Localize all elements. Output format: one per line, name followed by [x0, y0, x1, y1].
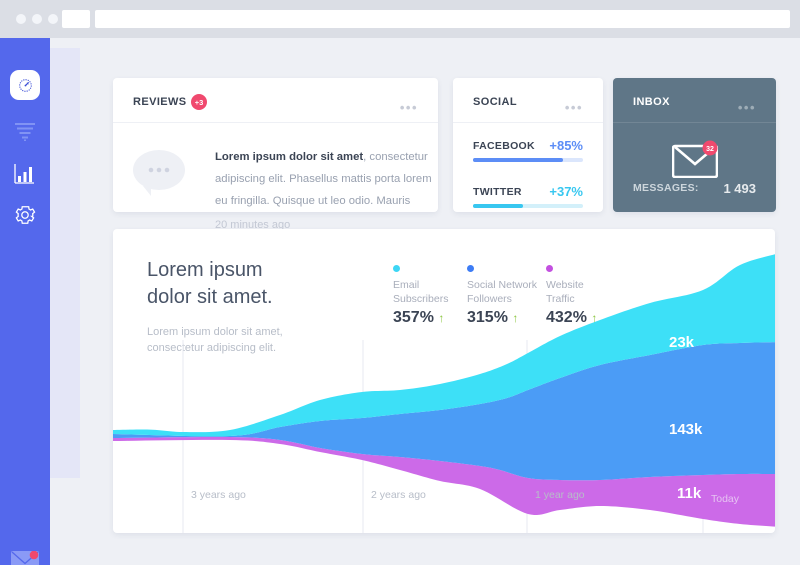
svg-text:143k: 143k: [669, 421, 703, 438]
svg-text:3 years ago: 3 years ago: [191, 489, 246, 501]
svg-text:1 year ago: 1 year ago: [535, 489, 585, 501]
svg-text:23k: 23k: [669, 334, 695, 351]
svg-text:Today: Today: [711, 493, 740, 505]
svg-text:32: 32: [706, 146, 714, 153]
svg-text:2 years ago: 2 years ago: [371, 489, 426, 501]
svg-text:11k: 11k: [677, 485, 702, 502]
